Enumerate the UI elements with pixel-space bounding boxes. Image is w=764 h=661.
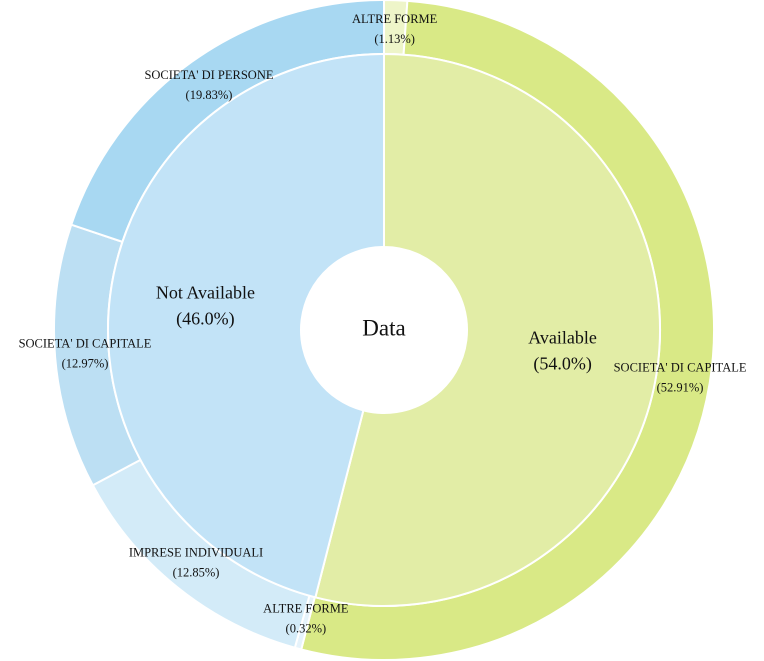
center-label: Data	[362, 315, 405, 340]
segment-label: IMPRESE INDIVIDUALI	[129, 546, 263, 560]
segment-label: Available	[528, 328, 597, 348]
segment-value-label: (1.13%)	[374, 32, 415, 46]
rings	[53, 0, 716, 661]
segment-label: ALTRE FORME	[352, 12, 438, 26]
segment-label: SOCIETA' DI CAPITALE	[614, 360, 747, 374]
segment-label: Not Available	[156, 283, 255, 303]
segment-value-label: (19.83%)	[186, 88, 233, 102]
segment-label: ALTRE FORME	[263, 602, 349, 616]
center-hole	[301, 247, 467, 413]
segment-value-label: (12.97%)	[62, 357, 109, 371]
segment-value-label: (0.32%)	[286, 622, 327, 636]
segment-value-label: (52.91%)	[657, 380, 704, 394]
segment-label: SOCIETA' DI PERSONE	[144, 68, 273, 82]
segment-value-label: (12.85%)	[173, 566, 220, 580]
segment-label: SOCIETA' DI CAPITALE	[19, 337, 152, 351]
segment-value-label: (54.0%)	[533, 354, 591, 375]
segment-value-label: (46.0%)	[176, 309, 234, 330]
